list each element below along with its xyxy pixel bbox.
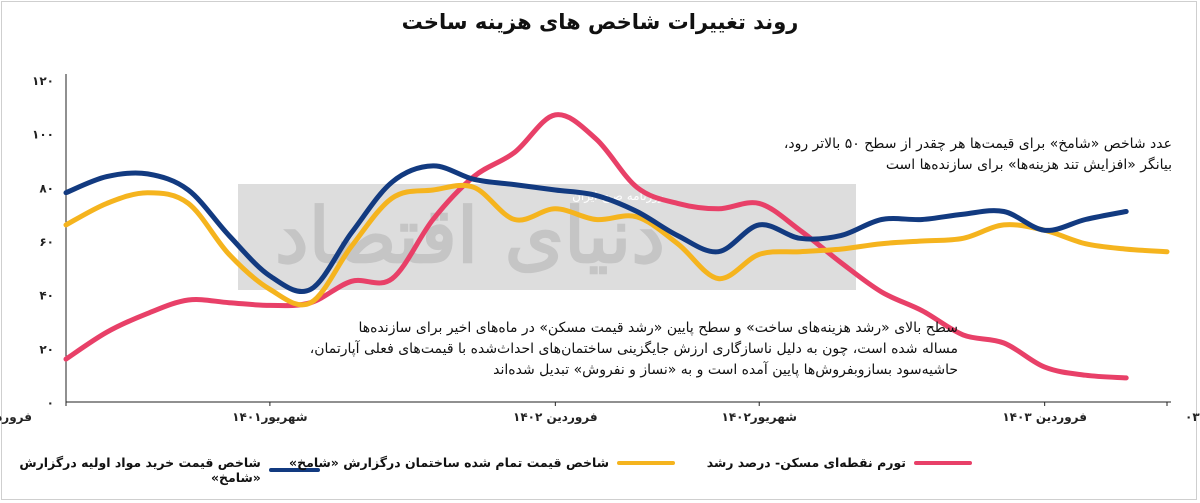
- watermark-brand: دنیای اقتصاد: [275, 191, 665, 280]
- annotation-bottom: سطح بالای «رشد هزینه‌های ساخت» و سطح پای…: [309, 320, 958, 378]
- x-tick-label: فروردین ۱۴۰۱: [0, 410, 32, 425]
- series-line-materials: [63, 163, 1129, 294]
- legend-item-building-cost: شاخص قیمت تمام شده ساختمان درگزارش «شامخ…: [289, 455, 675, 470]
- annotation-top: عدد شاخص «شامخ» برای قیمت‌ها هر چقدر از …: [783, 136, 1172, 173]
- series-line-building-cost: [63, 182, 1170, 308]
- legend-item-housing-inflation: تورم نقطه‌ای مسکن- درصد رشد: [707, 455, 972, 470]
- x-tick-label: فروردین ۱۴۰۲: [513, 410, 598, 425]
- x-tick-label: فروردین ۱۴۰۳: [1002, 410, 1087, 425]
- axes: ۱۲۰ ۱۰۰ ۸۰ ۶۰ ۴۰ ۲۰ ۰ فروردین ۱۴۰۱ شهریور۱۴۰۱ فرو…: [0, 74, 1200, 425]
- legend-label: شاخص قیمت تمام شده ساختمان درگزارش «شامخ…: [289, 455, 609, 470]
- y-tick-label: ۴۰: [39, 289, 54, 303]
- legend-label: تورم نقطه‌ای مسکن- درصد رشد: [706, 455, 906, 470]
- legend-swatch: [617, 460, 675, 465]
- y-tick-label: ۱۰۰: [32, 128, 54, 142]
- x-tick-label: شهریور۱۴۰۲: [722, 410, 797, 425]
- legend-swatch: [914, 460, 972, 465]
- y-tick-label: ۰: [47, 396, 54, 410]
- y-tick-label: ۸۰: [39, 181, 54, 195]
- legend-item-materials: شاخص قیمت خرید مواد اولیه درگزارش «شامخ»: [0, 455, 320, 485]
- x-tick-label: شهریور۱۴۰۱: [232, 410, 307, 425]
- series-lines: [63, 112, 1170, 381]
- x-tick-label: تیر ۰۳: [1185, 410, 1200, 424]
- y-tick-label: ۶۰: [39, 235, 54, 249]
- y-tick-label: ۱۲۰: [32, 74, 54, 88]
- legend-swatch: [268, 468, 320, 472]
- watermark-logo: دنیای اقتصاد روزنامه صبح ایران: [238, 184, 856, 290]
- legend-label: شاخص قیمت خرید مواد اولیه درگزارش «شامخ»: [19, 455, 261, 485]
- series-line-housing-inflation: [63, 112, 1129, 381]
- chart-title: روند تغییرات شاخص های هزینه ساخت: [401, 10, 799, 34]
- y-tick-label: ۲۰: [39, 342, 54, 356]
